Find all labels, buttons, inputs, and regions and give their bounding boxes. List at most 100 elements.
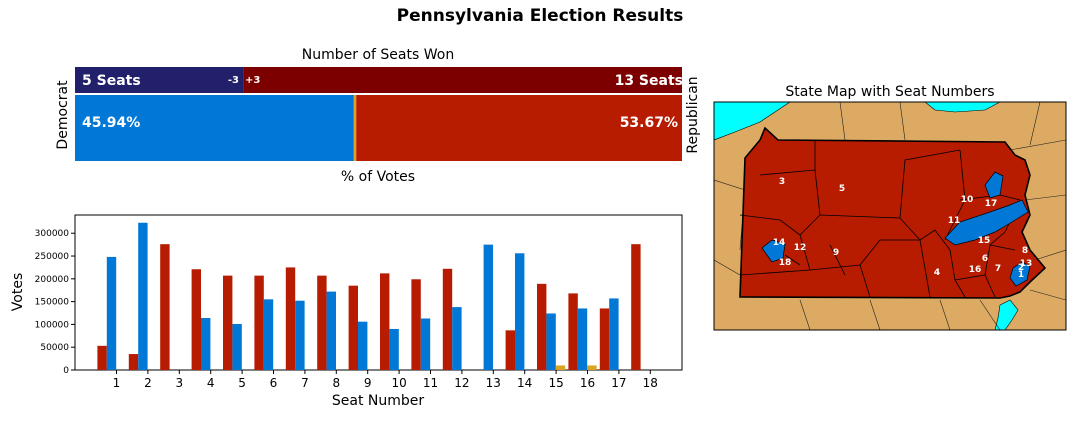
blue-district-14 <box>761 239 786 263</box>
district-label-8: 8 <box>1022 246 1028 256</box>
district-label-9: 9 <box>833 248 839 258</box>
district-label-3: 3 <box>779 177 785 187</box>
district-label-5: 5 <box>839 184 845 194</box>
x-tick-label: 15 <box>548 376 563 390</box>
x-tick-label: 7 <box>301 376 309 390</box>
bar-republican-seat-7 <box>285 267 296 370</box>
bar-republican-seat-11 <box>411 279 421 370</box>
district-label-1: 1 <box>1018 270 1024 280</box>
bar-democrat-seat-5 <box>232 323 242 370</box>
rep-seats-label: 13 Seats <box>615 73 683 89</box>
district-label-6: 6 <box>982 254 988 264</box>
rep-votes-label: 53.67% <box>620 115 678 131</box>
blue-district-1-2 <box>1009 261 1031 287</box>
chesapeake-bay <box>994 299 1019 330</box>
republican-side-label: Republican <box>685 76 701 153</box>
district-label-15: 15 <box>978 236 991 246</box>
seats-chart-title: Number of Seats Won <box>302 47 454 63</box>
rep-seats-bar <box>243 67 682 93</box>
x-tick-label: 14 <box>517 376 532 390</box>
bar-other-seat-16 <box>587 365 597 370</box>
bar-republican-seat-4 <box>191 269 201 370</box>
main-title: Pennsylvania Election Results <box>396 6 684 26</box>
bar-republican-seat-8 <box>317 275 327 370</box>
bar-other-seat-15 <box>555 365 566 370</box>
district-label-13: 13 <box>1020 259 1033 269</box>
district-labels: 3 5 10 17 11 14 12 15 18 9 8 6 13 4 16 7 12 <box>773 177 1033 280</box>
lake-erie <box>714 102 791 141</box>
bar-democrat-seat-10 <box>389 328 399 370</box>
x-tick-label: 13 <box>486 376 501 390</box>
bar-republican-seat-2 <box>128 354 139 370</box>
bar-republican-seat-14 <box>505 330 515 370</box>
lake-ontario <box>924 102 1001 113</box>
district-label-2: 2 <box>1018 263 1024 273</box>
x-tick-label: 11 <box>423 376 438 390</box>
x-tick-label: 4 <box>207 376 215 390</box>
map-frame <box>713 101 1067 331</box>
bar-chart-frame <box>74 214 683 371</box>
x-tick-label: 5 <box>238 376 246 390</box>
dem-seats-label: 5 Seats <box>82 73 141 89</box>
y-tick-label: 150000 <box>35 298 70 308</box>
x-tick-label: 12 <box>454 376 469 390</box>
x-tick-label: 16 <box>580 376 595 390</box>
x-tick-label: 10 <box>391 376 406 390</box>
bar-democrat-seat-11 <box>420 318 431 370</box>
y-tick-label: 200000 <box>35 275 70 285</box>
x-tick-label: 17 <box>611 376 626 390</box>
bar-republican-seat-6 <box>254 275 264 370</box>
bar-republican-seat-3 <box>160 244 170 370</box>
x-tick-label: 3 <box>175 376 183 390</box>
district-label-10: 10 <box>961 195 974 205</box>
x-tick-label: 8 <box>332 376 340 390</box>
bar-chart-xlabel: Seat Number <box>332 393 425 409</box>
bar-democrat-seat-7 <box>295 300 305 370</box>
district-label-12: 12 <box>794 243 807 253</box>
district-label-7: 7 <box>995 264 1001 274</box>
x-axis-ticks: 1 2 3 4 5 6 7 8 9 10 11 12 13 14 15 16 17 18 <box>113 370 658 390</box>
other-votes-bar <box>353 95 357 161</box>
district-label-17: 17 <box>985 199 998 209</box>
rep-votes-bar <box>356 95 682 161</box>
y-tick-label: 300000 <box>35 229 70 239</box>
y-tick-label: 250000 <box>35 252 70 262</box>
bar-democrat-seat-8 <box>326 291 336 370</box>
bar-democrat-seat-6 <box>263 299 274 370</box>
dem-seats-bar <box>75 67 244 93</box>
x-tick-label: 2 <box>144 376 152 390</box>
bar-democrat-seat-12 <box>452 307 462 370</box>
district-label-18: 18 <box>779 258 792 268</box>
x-tick-label: 6 <box>270 376 278 390</box>
district-label-11: 11 <box>948 216 961 226</box>
bar-republican-seat-9 <box>348 285 358 370</box>
seats-panel: Number of Seats Won 5 Seats 13 Seats -3 … <box>55 47 701 185</box>
district-label-14: 14 <box>773 238 786 248</box>
bar-democrat-seat-2 <box>138 222 148 370</box>
rep-change-label: +3 <box>245 75 260 86</box>
bar-republican-seat-16 <box>568 293 578 370</box>
x-tick-label: 18 <box>643 376 658 390</box>
bar-republican-seat-1 <box>97 345 107 370</box>
bar-democrat-seat-4 <box>201 318 211 370</box>
map-title: State Map with Seat Numbers <box>785 84 994 100</box>
x-tick-label: 9 <box>364 376 372 390</box>
bar-democrat-seat-9 <box>358 321 368 370</box>
bar-series <box>97 222 641 370</box>
bar-republican-seat-15 <box>537 283 547 370</box>
democrat-side-label: Democrat <box>55 80 71 150</box>
blue-district-11 <box>944 199 1029 246</box>
bar-democrat-seat-13 <box>483 244 493 370</box>
bar-democrat-seat-17 <box>609 298 619 370</box>
y-axis-ticks: 0 50000 100000 150000 200000 250000 300000 <box>35 229 75 376</box>
dem-votes-label: 45.94% <box>82 115 140 131</box>
y-tick-label: 50000 <box>40 343 69 353</box>
y-tick-label: 100000 <box>35 320 70 330</box>
bar-democrat-seat-16 <box>577 308 588 370</box>
bar-democrat-seat-14 <box>515 253 525 370</box>
bar-democrat-seat-1 <box>106 256 117 370</box>
y-tick-label: 0 <box>63 366 69 376</box>
